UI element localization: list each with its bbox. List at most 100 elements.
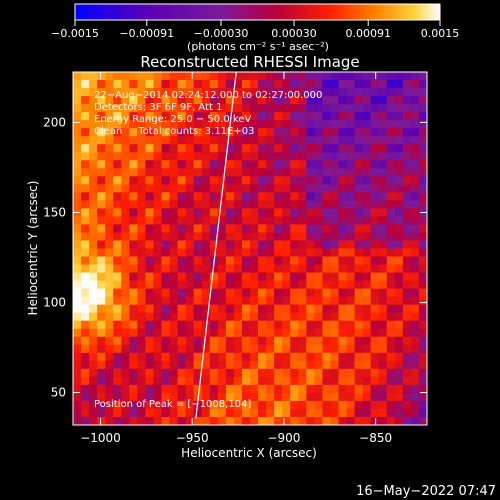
heatmap-pixel — [89, 208, 98, 218]
heatmap-pixel — [105, 152, 114, 161]
heatmap-pixel — [121, 336, 130, 346]
heatmap-pixel — [370, 112, 380, 121]
heatmap-pixel — [81, 232, 90, 242]
heatmap-pixel — [137, 208, 147, 218]
heatmap-pixel — [153, 208, 163, 218]
heatmap-pixel — [113, 248, 122, 258]
heatmap-pixel — [370, 80, 380, 89]
heatmap-pixel — [330, 88, 340, 97]
heatmap-pixel — [169, 128, 179, 137]
heatmap-pixel — [298, 352, 307, 362]
heatmap-pixel — [338, 272, 348, 282]
heatmap-pixel — [177, 240, 187, 250]
heatmap-pixel — [193, 144, 203, 153]
heatmap-pixel — [169, 312, 179, 322]
heatmap-pixel — [402, 160, 412, 169]
heatmap-pixel — [105, 104, 114, 113]
heatmap-pixel — [298, 344, 307, 354]
heatmap-pixel — [169, 264, 179, 274]
heatmap-pixel — [290, 160, 299, 169]
heatmap-pixel — [113, 280, 122, 290]
heatmap-pixel — [402, 288, 412, 298]
heatmap-pixel — [97, 344, 106, 354]
heatmap-pixel — [201, 120, 211, 129]
heatmap-pixel — [338, 136, 348, 145]
heatmap-pixel — [362, 376, 372, 386]
heatmap-pixel — [274, 192, 283, 201]
heatmap-pixel — [306, 328, 315, 338]
heatmap-pixel — [185, 336, 195, 346]
heatmap-pixel — [145, 352, 155, 362]
heatmap-pixel — [322, 216, 332, 226]
heatmap-pixel — [258, 392, 267, 402]
heatmap-pixel — [209, 272, 219, 282]
heatmap-pixel — [298, 392, 307, 402]
heatmap-pixel — [338, 416, 348, 425]
heatmap-pixel — [145, 320, 155, 330]
heatmap-pixel — [402, 168, 412, 177]
heatmap-pixel — [145, 96, 155, 105]
heatmap-pixel — [250, 328, 259, 338]
heatmap-pixel — [338, 72, 348, 81]
heatmap-pixel — [193, 368, 203, 378]
heatmap-pixel — [314, 216, 324, 226]
heatmap-pixel — [129, 128, 138, 137]
heatmap-pixel — [418, 336, 427, 346]
heatmap-pixel — [410, 312, 420, 322]
heatmap-pixel — [105, 416, 114, 425]
heatmap-pixel — [386, 216, 396, 226]
heatmap-pixel — [209, 192, 219, 201]
heatmap-pixel — [282, 192, 291, 201]
heatmap-pixel — [354, 352, 364, 362]
heatmap-pixel — [89, 88, 98, 97]
heatmap-pixel — [137, 80, 147, 89]
heatmap-pixel — [201, 288, 211, 298]
heatmap-pixel — [266, 88, 275, 97]
heatmap-pixel — [402, 184, 412, 193]
heatmap-pixel — [225, 152, 235, 161]
heatmap-pixel — [169, 224, 179, 234]
heatmap-pixel — [193, 120, 203, 129]
heatmap-pixel — [81, 376, 90, 386]
heatmap-pixel — [378, 400, 388, 410]
heatmap-pixel — [338, 184, 348, 193]
heatmap-pixel — [418, 288, 427, 298]
heatmap-pixel — [129, 416, 138, 425]
heatmap-pixel — [201, 176, 211, 185]
heatmap-pixel — [113, 392, 122, 402]
heatmap-pixel — [217, 176, 227, 185]
heatmap-pixel — [185, 264, 195, 274]
heatmap-pixel — [322, 392, 332, 402]
heatmap-pixel — [217, 376, 227, 386]
heatmap-pixel — [161, 400, 171, 410]
heatmap-pixel — [370, 368, 380, 378]
heatmap-pixel — [225, 272, 235, 282]
heatmap-pixel — [410, 168, 420, 177]
heatmap-pixel — [81, 160, 90, 169]
heatmap-pixel — [346, 256, 356, 266]
heatmap-pixel — [258, 112, 267, 121]
heatmap-pixel — [330, 96, 340, 105]
heatmap-pixel — [266, 144, 275, 153]
heatmap-pixel — [89, 288, 98, 298]
heatmap-pixel — [185, 216, 195, 226]
heatmap-pixel — [266, 168, 275, 177]
heatmap-pixel — [378, 96, 388, 105]
heatmap-pixel — [113, 208, 122, 218]
heatmap-pixel — [282, 104, 291, 113]
heatmap-pixel — [113, 304, 122, 314]
heatmap-pixel — [290, 72, 299, 81]
heatmap-pixel — [258, 400, 267, 410]
heatmap-pixel — [314, 408, 324, 418]
heatmap-pixel — [89, 344, 98, 354]
heatmap-pixel — [153, 216, 163, 226]
heatmap-pixel — [73, 256, 82, 266]
heatmap-pixel — [217, 224, 227, 234]
heatmap-pixel — [201, 344, 211, 354]
heatmap-pixel — [169, 408, 179, 418]
heatmap-pixel — [418, 384, 427, 394]
heatmap-pixel — [169, 232, 179, 242]
heatmap-pixel — [314, 256, 324, 266]
heatmap-pixel — [153, 248, 163, 258]
heatmap-pixel — [274, 200, 283, 209]
